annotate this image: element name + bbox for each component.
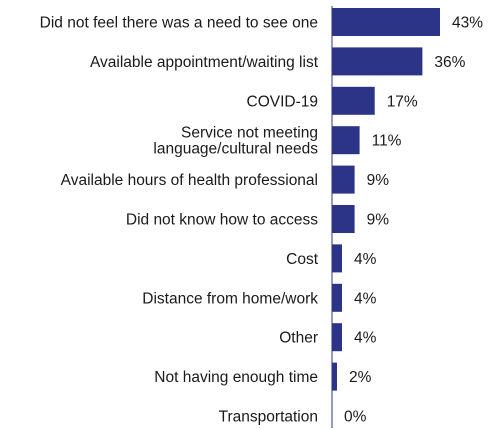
- value-label: 4%: [354, 251, 377, 268]
- value-label: 9%: [367, 212, 390, 229]
- category-label: COVID-19: [247, 93, 319, 110]
- category-label: Available appointment/waiting list: [90, 54, 319, 71]
- category-label: Did not feel there was a need to see one: [40, 15, 318, 32]
- bar: [332, 205, 355, 233]
- category-label: Available hours of health professional: [61, 172, 318, 189]
- bar: [332, 86, 375, 115]
- bar: [332, 362, 337, 391]
- category-label: Service not meeting language/cultural nee…: [153, 125, 318, 158]
- bars: [332, 8, 440, 391]
- bar: [332, 283, 342, 312]
- value-label: 9%: [367, 172, 390, 189]
- category-label: Transportation: [219, 409, 318, 426]
- category-label: Cost: [286, 251, 319, 268]
- bar: [332, 8, 440, 36]
- value-label: 36%: [434, 54, 465, 71]
- category-label: Distance from home/work: [142, 290, 318, 307]
- value-label: 4%: [354, 290, 377, 307]
- category-label: Other: [279, 330, 318, 347]
- bar: [332, 47, 423, 76]
- value-label: 4%: [354, 330, 377, 347]
- value-label: 43%: [452, 15, 483, 32]
- bar: [332, 244, 342, 273]
- value-label: 0%: [344, 409, 367, 426]
- value-labels: 43% 36% 17% 11% 9% 9% 4% 4% 4% 2% 0%: [344, 15, 483, 426]
- category-label: Not having enough time: [154, 369, 318, 386]
- bar: [332, 126, 360, 155]
- bar: [332, 165, 355, 194]
- bar: [332, 323, 342, 352]
- value-label: 11%: [372, 133, 402, 150]
- value-label: 17%: [387, 93, 418, 110]
- category-labels: Did not feel there was a need to see one…: [40, 15, 319, 426]
- category-label: Did not know how to access: [126, 212, 318, 229]
- value-label: 2%: [349, 369, 372, 386]
